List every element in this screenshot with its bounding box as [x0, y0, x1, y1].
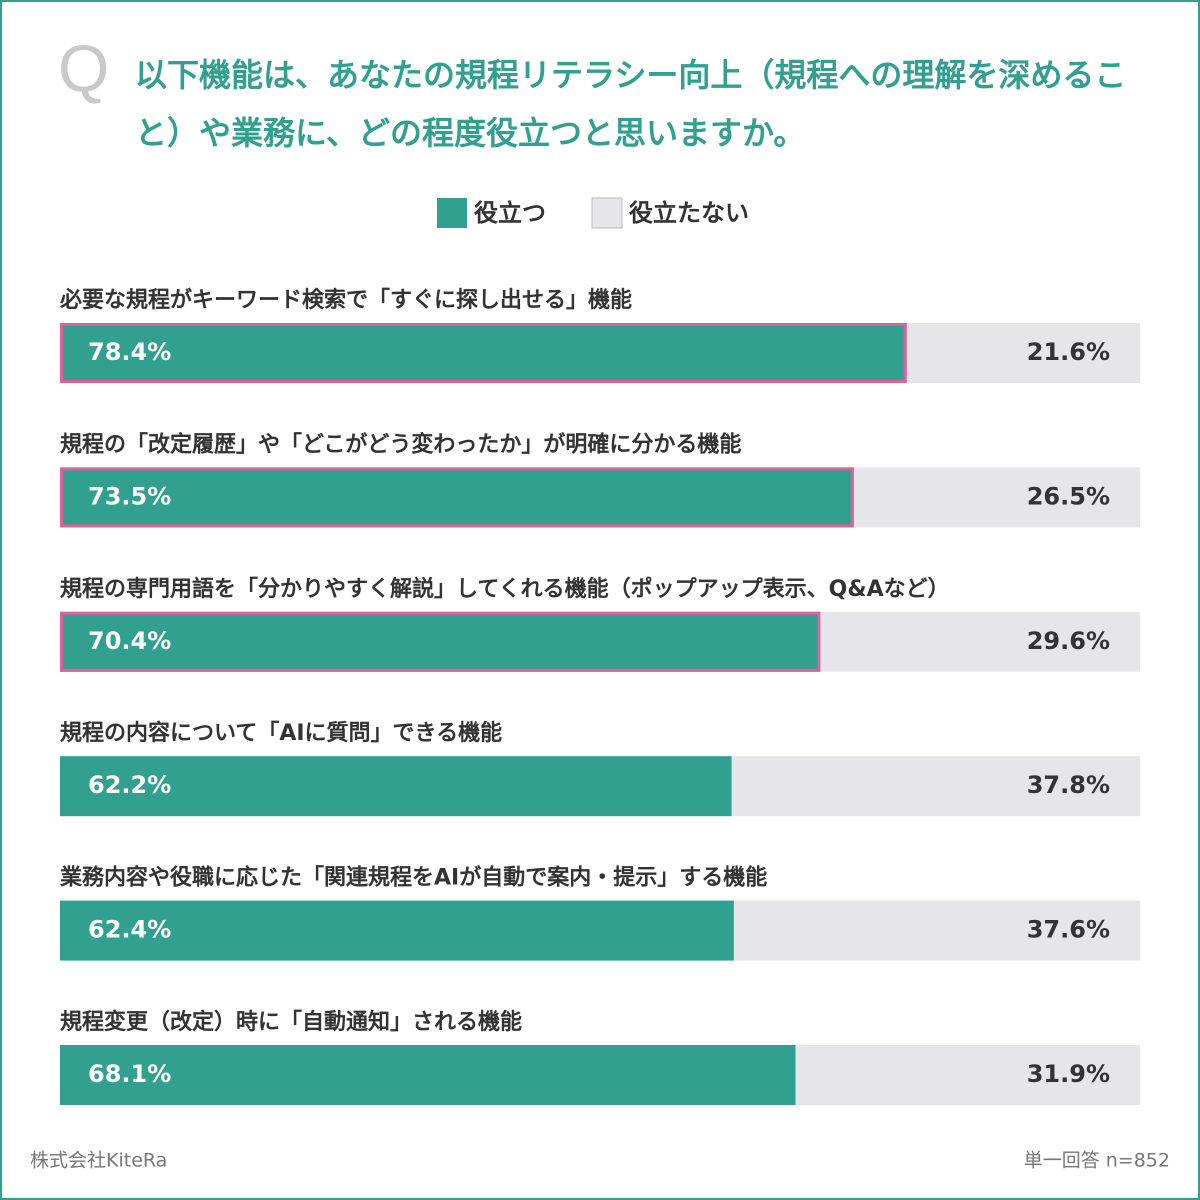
highlight-border: [60, 467, 854, 528]
value-label: 73.5%: [88, 482, 171, 510]
bar-segment: [795, 1045, 1140, 1105]
category-label: 規程の内容について「AIに質問」できる機能: [60, 720, 502, 746]
bar-segment: [733, 900, 1140, 961]
highlight-border: [60, 611, 821, 672]
category-label: 必要な規程がキーワード検索で「すぐに探し出せる」機能: [60, 287, 632, 313]
bar-segment: [906, 323, 1140, 383]
value-label: 21.6%: [1027, 338, 1110, 366]
bar-segment: [853, 467, 1140, 528]
value-label: 26.5%: [1027, 482, 1110, 510]
value-label: 70.4%: [88, 627, 171, 655]
value-label: 37.8%: [1027, 771, 1110, 799]
value-label: 31.9%: [1027, 1060, 1110, 1088]
value-label: 37.6%: [1027, 916, 1110, 944]
bar-segment: [60, 900, 734, 961]
bar-segment: [820, 611, 1140, 672]
value-label: 78.4%: [88, 338, 171, 366]
category-label: 規程変更（改定）時に「自動通知」される機能: [60, 1009, 522, 1035]
bar-segment: [60, 611, 821, 672]
value-label: 68.1%: [88, 1060, 171, 1088]
legend-swatch: [437, 198, 467, 228]
value-label: 62.2%: [88, 771, 171, 799]
legend-swatch: [591, 197, 623, 229]
chart-title: 以下機能は、あなたの規程リテラシー向上（規程への理解を深めること）や業務に、どの…: [135, 56, 1127, 152]
highlight-border: [60, 323, 907, 383]
bar-segment: [60, 323, 907, 383]
q-label: Q: [58, 31, 110, 105]
value-label: 29.6%: [1027, 627, 1110, 655]
category-label: 規程の「改定履歴」や「どこがどう変わったか」が明確に分かる機能: [60, 431, 741, 457]
bar-segment: [60, 467, 854, 528]
legend-label: 役立つ: [474, 199, 546, 227]
note: 単一回答 n=852: [1024, 1150, 1170, 1172]
bar-segment: [60, 1045, 796, 1105]
category-label: 業務内容や役職に応じた「関連規程をAIが自動で案内・提示」する機能: [60, 865, 767, 891]
bar-segment: [731, 756, 1140, 817]
value-label: 62.4%: [88, 916, 171, 944]
bar-segment: [60, 756, 732, 817]
source: 株式会社KiteRa: [30, 1150, 167, 1172]
category-label: 規程の専門用語を「分かりやすく解説」してくれる機能（ポップアップ表示、Q&Aなど…: [60, 576, 950, 602]
legend-label: 役立たない: [629, 199, 749, 227]
